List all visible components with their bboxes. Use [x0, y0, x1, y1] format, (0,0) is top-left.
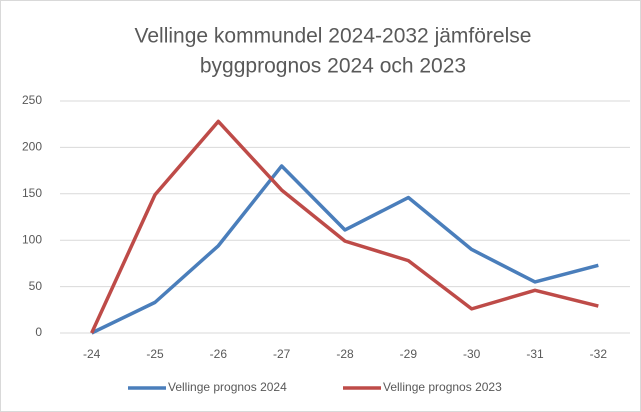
x-tick-label: -26 [210, 347, 228, 361]
y-tick-label: 100 [22, 232, 42, 246]
y-tick-label: 0 [35, 325, 42, 339]
x-tick-label: -29 [400, 347, 418, 361]
x-tick-label: -28 [336, 347, 354, 361]
series-line [90, 119, 599, 334]
y-tick-label: 200 [22, 140, 42, 154]
x-tick-label: -30 [463, 347, 481, 361]
x-tick-label: -31 [526, 347, 544, 361]
x-tick-label: -25 [146, 347, 164, 361]
legend-label: Vellinge prognos 2024 [168, 380, 287, 394]
x-tick-label: -27 [273, 347, 291, 361]
series-line [90, 164, 599, 335]
y-tick-label: 50 [29, 279, 43, 293]
chart-title: Vellinge kommundel 2024-2032 jämförelse [135, 25, 532, 48]
y-tick-label: 250 [22, 93, 42, 107]
x-tick-label: -24 [83, 347, 101, 361]
x-tick-label: -32 [590, 347, 608, 361]
legend-label: Vellinge prognos 2023 [383, 380, 502, 394]
chart-title: byggprognos 2024 och 2023 [200, 55, 466, 78]
y-tick-label: 150 [22, 186, 42, 200]
